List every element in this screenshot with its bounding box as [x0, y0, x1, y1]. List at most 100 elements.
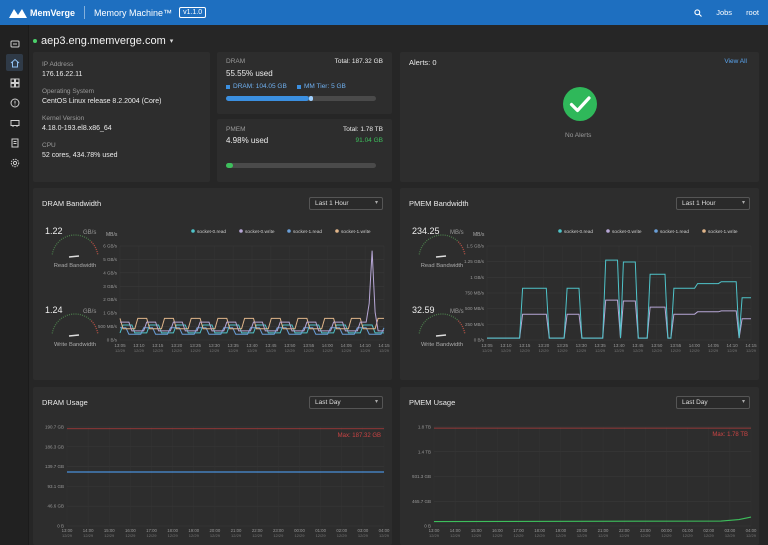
alert-icon[interactable] [6, 94, 23, 111]
x-tick-label: 13:40 [613, 343, 625, 348]
x-tick-date: 12/29 [168, 533, 179, 538]
settings-icon[interactable] [6, 154, 23, 171]
view-all-link[interactable]: View All [724, 58, 747, 65]
read-bandwidth-value: 1.22 [45, 226, 63, 236]
pmem-bandwidth-chart: 234.25 MB/s Read Bandwidth 32.59 MB/s Write B… [412, 226, 757, 353]
series-line [487, 259, 751, 339]
usage-line [433, 516, 752, 523]
x-tick-date: 12/29 [708, 348, 719, 353]
dram-used: 55.55% used [226, 69, 273, 78]
app-title: Memory Machine™ [94, 7, 173, 18]
y-tick-label: 0 B [424, 524, 431, 529]
x-tick-label: 13:10 [500, 343, 512, 348]
series-line [119, 324, 384, 334]
x-tick-label: 13:10 [133, 343, 145, 348]
legend-item: socket-1.write [341, 229, 371, 235]
x-tick-label: 21:00 [598, 528, 609, 533]
y-tick-label: 465.7 GB [412, 499, 431, 504]
x-tick-date: 12/29 [557, 348, 568, 353]
x-tick-label: 23:00 [273, 528, 284, 533]
legend-item: socket-0.write [612, 229, 642, 235]
x-tick-label: 02:00 [703, 528, 714, 533]
x-tick-label: 13:35 [228, 343, 240, 348]
x-tick-label: 13:25 [557, 343, 569, 348]
host-selector[interactable]: aep3.eng.memverge.com ▾ [33, 33, 173, 49]
max-label: Max: 187.32 GB [338, 433, 381, 439]
y-tick-label: 750 MB/s [465, 291, 485, 296]
x-tick-label: 13:50 [651, 343, 663, 348]
x-tick-label: 15:00 [471, 528, 482, 533]
write-bandwidth-unit: GB/s [83, 309, 96, 315]
dram-usage-fill [226, 96, 310, 101]
dram-usage-range-select[interactable]: Last Day ▾ [309, 396, 383, 409]
memory-icon[interactable] [6, 114, 23, 131]
read-bandwidth-gauge-arc [51, 234, 99, 255]
legend-swatch [654, 229, 658, 233]
bandwidth-axis-unit: MB/s [106, 232, 118, 238]
dram-bandwidth-panel: DRAM Bandwidth Last 1 Hour ▾ 1.22 GB/s Read… [33, 188, 392, 380]
x-tick-date: 12/29 [285, 348, 296, 353]
x-tick-date: 12/29 [252, 533, 263, 538]
y-tick-label: 1.5 GB/s [466, 244, 484, 249]
x-tick-label: 13:30 [209, 343, 221, 348]
alerts-panel: Alerts: 0 View All No Alerts [400, 52, 759, 182]
title-divider [84, 6, 86, 19]
x-tick-label: 18:00 [534, 528, 545, 533]
x-tick-date: 12/29 [727, 348, 738, 353]
legend-item: socket-0.read [564, 229, 593, 235]
x-tick-date: 12/29 [341, 348, 352, 353]
x-tick-label: 04:00 [379, 528, 390, 533]
x-tick-date: 12/29 [501, 348, 512, 353]
pmem-usage-bar [226, 163, 376, 168]
legend-swatch [335, 229, 339, 233]
brand-logo[interactable]: MemVerge [9, 7, 75, 18]
x-tick-date: 12/29 [247, 348, 258, 353]
x-tick-label: 13:50 [284, 343, 296, 348]
legend-swatch [606, 229, 610, 233]
x-tick-date: 12/29 [746, 533, 757, 538]
user-menu[interactable]: root [746, 8, 759, 17]
search-icon[interactable] [694, 8, 703, 17]
y-tick-label: 5 GB/s [103, 257, 118, 262]
y-tick-label: 93.1 GB [47, 484, 64, 489]
x-tick-date: 12/29 [358, 533, 369, 538]
pmem-usage-range-select[interactable]: Last Day ▾ [676, 396, 750, 409]
x-tick-label: 04:00 [746, 528, 757, 533]
pmem-card-label: PMEM [226, 126, 246, 133]
kernel-label: Kernel Version [42, 115, 85, 122]
x-tick-label: 03:00 [724, 528, 735, 533]
report-icon[interactable] [6, 134, 23, 151]
x-tick-date: 12/29 [535, 533, 546, 538]
x-tick-date: 12/29 [725, 533, 736, 538]
dram-card-label: DRAM [226, 58, 246, 65]
x-tick-date: 12/29 [482, 348, 493, 353]
ip-label: IP Address [42, 61, 74, 68]
chevron-down-icon: ▾ [374, 200, 378, 206]
legend-item: socket-0.write [245, 229, 275, 235]
x-tick-date: 12/29 [316, 533, 327, 538]
x-tick-date: 12/29 [153, 348, 164, 353]
x-tick-date: 12/29 [689, 348, 700, 353]
host-icon[interactable] [6, 35, 23, 52]
write-bandwidth-value: 1.24 [45, 305, 63, 315]
write-bandwidth-label: Write Bandwidth [54, 342, 96, 348]
y-tick-label: 139.7 GB [45, 464, 64, 469]
pmem-usage-title: PMEM Usage [409, 398, 456, 407]
x-tick-label: 15:00 [104, 528, 115, 533]
y-tick-label: 1.4 TB [418, 449, 431, 454]
y-tick-label: 500 MB/s [465, 306, 485, 311]
pmem-bandwidth-title: PMEM Bandwidth [409, 199, 469, 208]
pmem-bandwidth-range-select[interactable]: Last 1 Hour ▾ [676, 197, 750, 210]
x-tick-label: 14:00 [450, 528, 461, 533]
x-tick-date: 12/29 [429, 533, 440, 538]
jobs-link[interactable]: Jobs [716, 8, 733, 17]
dram-bandwidth-range-select[interactable]: Last 1 Hour ▾ [309, 197, 383, 210]
dram-usage-panel: DRAM Usage Last Day ▾ 190.7 GB 186.3 GB 139… [33, 387, 392, 545]
x-tick-date: 12/29 [640, 533, 651, 538]
x-tick-label: 14:05 [708, 343, 720, 348]
home-icon[interactable] [6, 54, 23, 71]
legend-item: socket-1.write [708, 229, 738, 235]
grid-icon[interactable] [6, 74, 23, 91]
version-badge: v1.1.0 [179, 7, 207, 18]
pmem-bandwidth-panel: PMEM Bandwidth Last 1 Hour ▾ 234.25 MB/s Re… [400, 188, 759, 380]
